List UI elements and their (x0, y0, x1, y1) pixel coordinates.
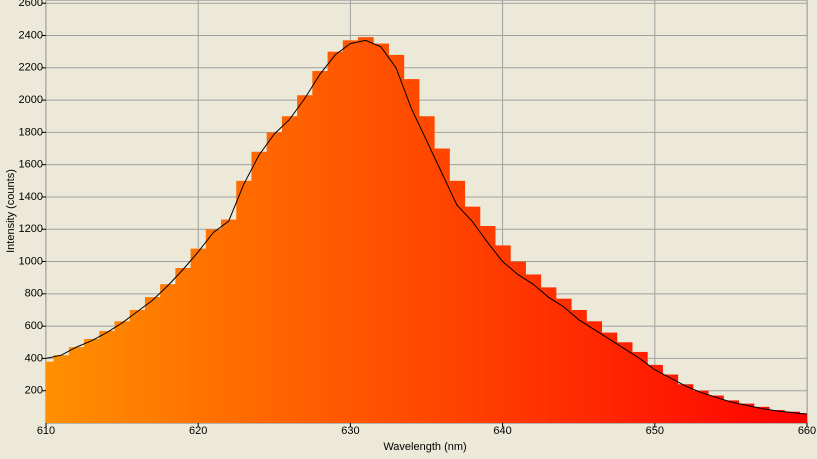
bar (601, 332, 618, 423)
bar (616, 342, 633, 423)
bar (692, 390, 709, 423)
x-tick-label: 620 (189, 425, 207, 437)
x-axis-label: Wavelength (nm) (383, 441, 466, 453)
bar (46, 361, 55, 423)
bar (571, 309, 587, 423)
bar (768, 410, 785, 423)
y-tick-label: 600 (25, 320, 43, 332)
y-tick-label: 1600 (19, 159, 43, 171)
y-tick-label: 2200 (19, 62, 43, 74)
bar (312, 71, 329, 423)
bar (540, 287, 557, 423)
bar (662, 374, 679, 423)
bar (403, 79, 420, 423)
bar (175, 268, 192, 423)
y-tick-label: 2600 (19, 0, 43, 9)
bar (84, 339, 100, 423)
bar (449, 180, 466, 423)
bar (555, 298, 572, 423)
bar (190, 248, 207, 423)
plot-group (46, 0, 807, 423)
bar (99, 330, 115, 423)
bar (586, 321, 603, 423)
bar (784, 411, 800, 423)
bar (631, 351, 648, 423)
bar (723, 400, 740, 423)
bar (53, 355, 70, 423)
bar (342, 40, 359, 423)
y-tick-label: 2000 (19, 94, 43, 106)
y-tick-label: 1400 (19, 191, 43, 203)
y-tick-label: 1000 (19, 255, 43, 267)
y-tick-label: 800 (25, 288, 43, 300)
y-tick-label: 1800 (19, 126, 43, 138)
x-tick-label: 650 (646, 425, 664, 437)
bar (236, 180, 252, 423)
x-tick-label: 660 (798, 425, 816, 437)
bar (464, 206, 481, 423)
bar (160, 284, 176, 423)
y-tick-label: 1200 (19, 223, 43, 235)
bar (129, 309, 146, 423)
bar (221, 219, 237, 423)
bar (68, 347, 85, 423)
bar (358, 37, 374, 423)
bar (753, 406, 770, 423)
bar (494, 245, 511, 423)
bar (677, 384, 694, 423)
bar (297, 95, 313, 423)
bar (388, 54, 405, 423)
bar (205, 229, 222, 423)
bar (373, 43, 389, 423)
bar (708, 395, 724, 423)
line (46, 39, 807, 415)
y-tick-label: 400 (25, 352, 43, 364)
bar (114, 321, 131, 423)
bar (799, 413, 807, 423)
bar (327, 51, 344, 423)
bar (418, 116, 435, 423)
y-tick-label: 200 (25, 385, 43, 397)
x-tick-label: 610 (37, 425, 55, 437)
bar (434, 148, 450, 423)
y-tick-label: 2400 (19, 29, 43, 41)
bar (647, 364, 663, 423)
bar (266, 132, 283, 423)
bar (510, 261, 526, 423)
bar (525, 274, 542, 423)
bar (251, 151, 268, 423)
bar (144, 297, 161, 423)
x-tick-label: 630 (341, 425, 359, 437)
bar (738, 403, 755, 423)
bar (479, 226, 496, 423)
bar (281, 116, 298, 423)
y-axis-label: Intensity (counts) (5, 169, 17, 253)
x-tick-label: 640 (493, 425, 511, 437)
